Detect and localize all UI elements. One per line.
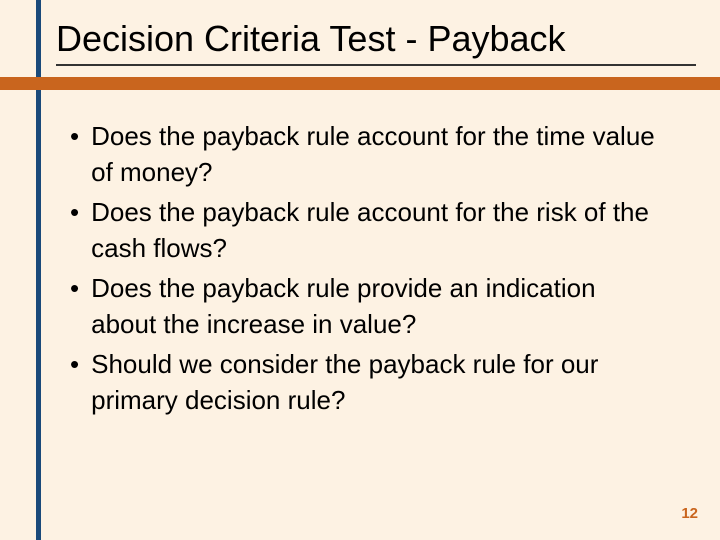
bullet-marker: • [70,270,79,306]
bullet-text: Does the payback rule provide an indicat… [91,270,666,342]
bullet-marker: • [70,346,79,382]
page-number: 12 [681,505,698,522]
bullet-item: • Does the payback rule account for the … [70,194,666,266]
bullet-item: • Does the payback rule provide an indic… [70,270,666,342]
bullet-item: • Does the payback rule account for the … [70,118,666,190]
slide-title: Decision Criteria Test - Payback [56,18,696,60]
content-area: • Does the payback rule account for the … [70,118,666,422]
bullet-text: Does the payback rule account for the ri… [91,194,666,266]
orange-accent-bar [0,77,720,90]
bullet-item: • Should we consider the payback rule fo… [70,346,666,418]
bullet-text: Should we consider the payback rule for … [91,346,666,418]
bullet-marker: • [70,194,79,230]
title-container: Decision Criteria Test - Payback [56,18,696,60]
title-underline [56,64,696,66]
bullet-text: Does the payback rule account for the ti… [91,118,666,190]
bullet-marker: • [70,118,79,154]
